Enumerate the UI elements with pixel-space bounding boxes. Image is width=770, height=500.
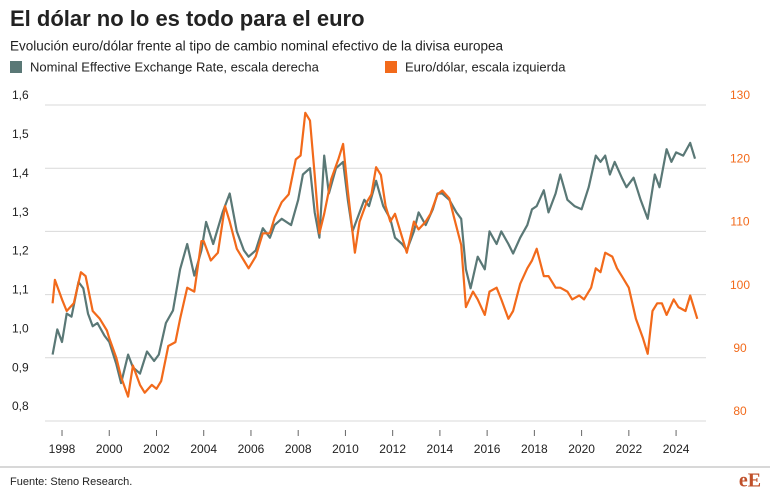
y-tick-label: 1,4: [12, 166, 29, 180]
y2-tick-label: 90: [733, 341, 747, 355]
x-tick-label: 2006: [238, 442, 265, 456]
legend-swatch: [385, 61, 397, 73]
chart-title: El dólar no lo es todo para el euro: [10, 6, 365, 31]
x-tick-label: 2000: [96, 442, 123, 456]
y2-tick-label: 120: [730, 151, 750, 165]
y-tick-label: 1,1: [12, 283, 29, 297]
x-tick-label: 2018: [521, 442, 548, 456]
y2-tick-label: 100: [730, 278, 750, 292]
x-tick-label: 2002: [143, 442, 170, 456]
x-tick-label: 2004: [190, 442, 217, 456]
source: Fuente: Steno Research.: [10, 476, 132, 488]
x-tick-label: 2024: [663, 442, 690, 456]
legend-swatch: [10, 61, 22, 73]
y-tick-label: 1,3: [12, 205, 29, 219]
y2-tick-label: 130: [730, 88, 750, 102]
legend-label: Euro/dólar, escala izquierda: [405, 59, 566, 74]
y-tick-label: 1,5: [12, 127, 29, 141]
y-tick-label: 0,8: [12, 399, 29, 413]
y-tick-label: 1,2: [12, 244, 29, 258]
x-tick-label: 2020: [568, 442, 595, 456]
x-tick-label: 2010: [332, 442, 359, 456]
x-tick-label: 2012: [379, 442, 406, 456]
series-line: [51, 141, 697, 385]
x-tick-label: 1998: [49, 442, 76, 456]
y2-tick-label: 80: [733, 404, 747, 418]
chart-subtitle: Evolución euro/dólar frente al tipo de c…: [10, 39, 504, 54]
x-tick-label: 2022: [615, 442, 642, 456]
series-line: [51, 111, 699, 398]
y2-tick-label: 110: [730, 215, 749, 229]
legend-label: Nominal Effective Exchange Rate, escala …: [30, 59, 320, 74]
logo: eE: [739, 470, 761, 492]
x-tick-label: 2016: [474, 442, 501, 456]
y-tick-label: 0,9: [12, 360, 29, 374]
x-tick-label: 2014: [427, 442, 454, 456]
x-tick-label: 2008: [285, 442, 312, 456]
y-tick-label: 1,0: [12, 321, 29, 335]
y-tick-label: 1,6: [12, 88, 29, 102]
